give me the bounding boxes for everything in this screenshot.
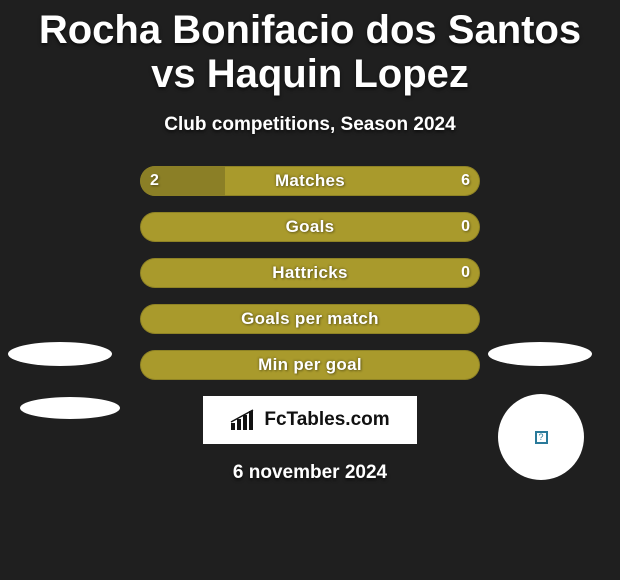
stat-label: Min per goal [140, 350, 480, 380]
stat-bar: 0Hattricks [140, 258, 480, 288]
stat-bars: 26Matches 0Goals 0Hattricks Goals per match… [140, 166, 480, 380]
stat-bar: Min per goal [140, 350, 480, 380]
stat-label: Matches [140, 166, 480, 196]
stat-bar: 0Goals [140, 212, 480, 242]
comparison-chart: ? 26Matches 0Goals 0Hattricks Goals per mat… [0, 166, 620, 484]
watermark: FcTables.com [203, 396, 417, 444]
stat-label: Goals per match [140, 304, 480, 334]
stat-bar: 26Matches [140, 166, 480, 196]
team-left-logo-placeholder [20, 397, 120, 419]
player-left-photo-placeholder [8, 342, 112, 366]
stat-label: Hattricks [140, 258, 480, 288]
image-missing-icon: ? [535, 431, 548, 444]
stat-label: Goals [140, 212, 480, 242]
stat-bar: Goals per match [140, 304, 480, 334]
team-right-logo-placeholder: ? [498, 394, 584, 480]
page-title: Rocha Bonifacio dos Santos vs Haquin Lop… [0, 0, 620, 96]
chart-bars-icon [230, 409, 258, 431]
watermark-text: FcTables.com [264, 409, 389, 431]
subtitle: Club competitions, Season 2024 [0, 114, 620, 136]
player-right-photo-placeholder [488, 342, 592, 366]
